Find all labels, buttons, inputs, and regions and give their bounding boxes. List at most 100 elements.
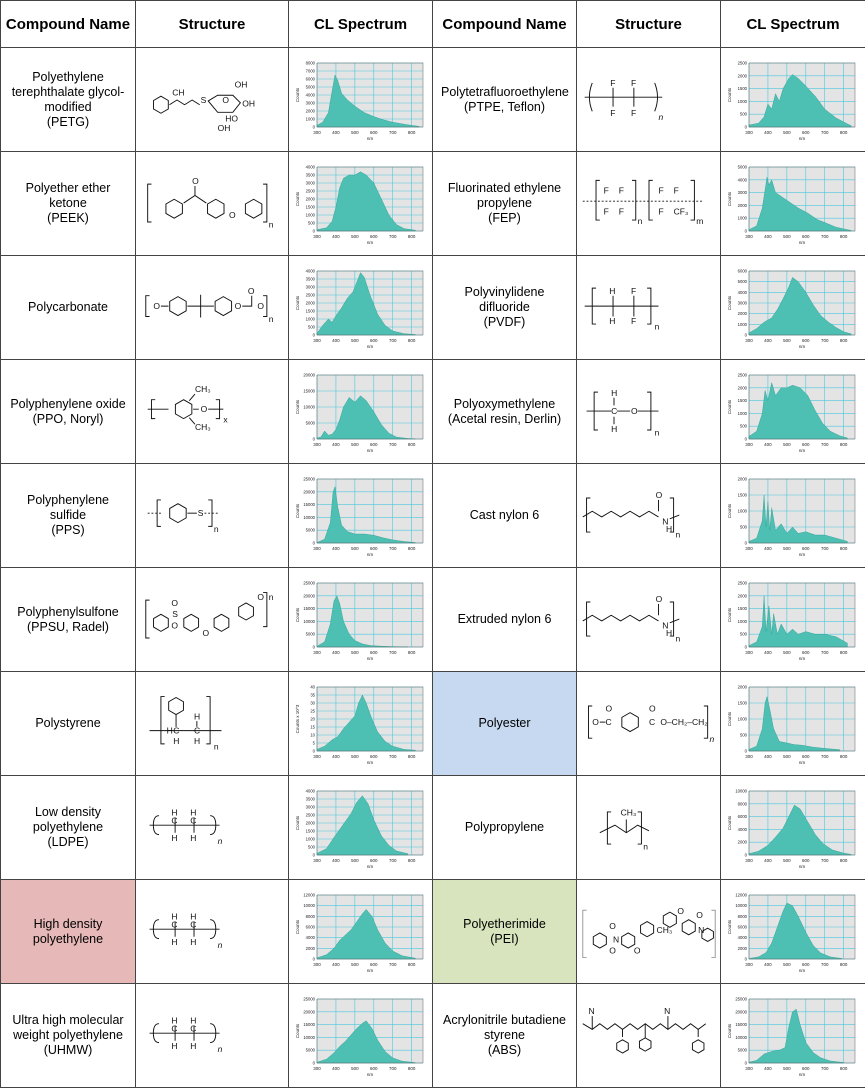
svg-text:m: m bbox=[696, 215, 703, 225]
y-axis-label: Counts bbox=[295, 87, 300, 102]
x-tick-label: 800 bbox=[407, 234, 415, 239]
y-tick-label: 2500 bbox=[738, 372, 748, 377]
svg-text:n: n bbox=[218, 940, 223, 950]
y-tick-label: 0 bbox=[745, 748, 748, 753]
x-tick-label: 800 bbox=[407, 754, 415, 759]
svg-text:OH: OH bbox=[235, 79, 248, 89]
x-axis-label: nm bbox=[366, 240, 373, 245]
compound-name: Polyoxymethylene (Acetal resin, Derlin) bbox=[433, 360, 577, 464]
svg-text:C: C bbox=[611, 405, 617, 415]
compound-name: Fluorinated ethylene propylene (FEP) bbox=[433, 152, 577, 256]
svg-text:O: O bbox=[257, 592, 264, 602]
y-tick-label: 6000 bbox=[305, 76, 315, 81]
x-tick-label: 800 bbox=[840, 442, 848, 447]
x-tick-label: 600 bbox=[370, 1066, 378, 1071]
x-tick-label: 600 bbox=[370, 858, 378, 863]
svg-text:S: S bbox=[172, 609, 178, 619]
x-tick-label: 300 bbox=[313, 442, 321, 447]
y-tick-label: 10000 bbox=[303, 903, 315, 908]
x-tick-label: 400 bbox=[332, 234, 340, 239]
svg-text:n: n bbox=[218, 836, 223, 846]
y-tick-label: 4000 bbox=[738, 826, 748, 831]
compound-name: Acrylonitrile butadiene styrene (ABS) bbox=[433, 984, 577, 1088]
svg-text:C: C bbox=[194, 725, 200, 735]
x-tick-label: 600 bbox=[370, 754, 378, 759]
y-tick-label: 8000 bbox=[305, 913, 315, 918]
x-tick-label: 800 bbox=[840, 962, 848, 967]
svg-text:O: O bbox=[203, 628, 210, 638]
y-tick-label: 5 bbox=[312, 740, 315, 745]
y-tick-label: 15 bbox=[310, 724, 315, 729]
svg-text:F: F bbox=[603, 206, 608, 216]
table-row: Polyethylene terephthalate glycol- modif… bbox=[1, 48, 865, 152]
y-tick-label: 15000 bbox=[303, 388, 315, 393]
x-tick-label: 700 bbox=[821, 442, 829, 447]
y-tick-label: 3500 bbox=[305, 172, 315, 177]
x-axis-label: nm bbox=[799, 864, 806, 869]
x-tick-label: 500 bbox=[783, 442, 791, 447]
svg-text:O: O bbox=[605, 703, 612, 713]
y-tick-label: 0 bbox=[312, 436, 315, 441]
y-tick-label: 15000 bbox=[303, 502, 315, 507]
structure-diagram-peek: OOn bbox=[142, 161, 282, 247]
svg-text:C: C bbox=[190, 815, 196, 825]
x-tick-label: 600 bbox=[802, 130, 810, 135]
y-tick-label: 2500 bbox=[305, 292, 315, 297]
svg-text:F: F bbox=[631, 285, 636, 295]
y-axis-label: Counts bbox=[727, 607, 732, 622]
y-tick-label: 6000 bbox=[738, 924, 748, 929]
x-tick-label: 700 bbox=[388, 234, 396, 239]
x-tick-label: 800 bbox=[407, 338, 415, 343]
svg-text:F: F bbox=[618, 206, 623, 216]
y-tick-label: 2500 bbox=[738, 580, 748, 585]
compound-name: Polyphenylene sulfide (PPS) bbox=[1, 464, 136, 568]
x-tick-label: 400 bbox=[764, 1066, 772, 1071]
x-tick-label: 700 bbox=[821, 234, 829, 239]
y-tick-label: 4000 bbox=[738, 289, 748, 294]
y-tick-label: 1000 bbox=[738, 618, 748, 623]
svg-text:n: n bbox=[214, 524, 219, 534]
x-axis-label: nm bbox=[799, 656, 806, 661]
x-tick-label: 500 bbox=[783, 546, 791, 551]
svg-text:S: S bbox=[198, 508, 204, 518]
y-tick-label: 2000 bbox=[738, 593, 748, 598]
compound-name: Cast nylon 6 bbox=[433, 464, 577, 568]
svg-text:n: n bbox=[658, 111, 663, 121]
svg-text:H: H bbox=[190, 833, 196, 843]
x-axis-label: nm bbox=[366, 968, 373, 973]
x-tick-label: 700 bbox=[821, 130, 829, 135]
svg-text:C: C bbox=[605, 716, 611, 726]
y-axis-label: Counts bbox=[727, 191, 732, 206]
y-tick-label: 8000 bbox=[738, 801, 748, 806]
y-tick-label: 7000 bbox=[305, 68, 315, 73]
x-tick-label: 700 bbox=[388, 1066, 396, 1071]
y-tick-label: 1500 bbox=[738, 492, 748, 497]
svg-text:n: n bbox=[269, 592, 274, 602]
x-tick-label: 600 bbox=[370, 962, 378, 967]
svg-text:O: O bbox=[592, 716, 599, 726]
x-tick-label: 700 bbox=[388, 130, 396, 135]
x-tick-label: 600 bbox=[802, 650, 810, 655]
svg-text:O: O bbox=[201, 404, 208, 414]
y-tick-label: 0 bbox=[745, 228, 748, 233]
y-axis-label: Counts bbox=[727, 87, 732, 102]
y-tick-label: 20000 bbox=[303, 372, 315, 377]
y-tick-label: 1000 bbox=[738, 508, 748, 513]
compound-name: Polyethylene terephthalate glycol- modif… bbox=[1, 48, 136, 152]
svg-text:H: H bbox=[171, 937, 177, 947]
